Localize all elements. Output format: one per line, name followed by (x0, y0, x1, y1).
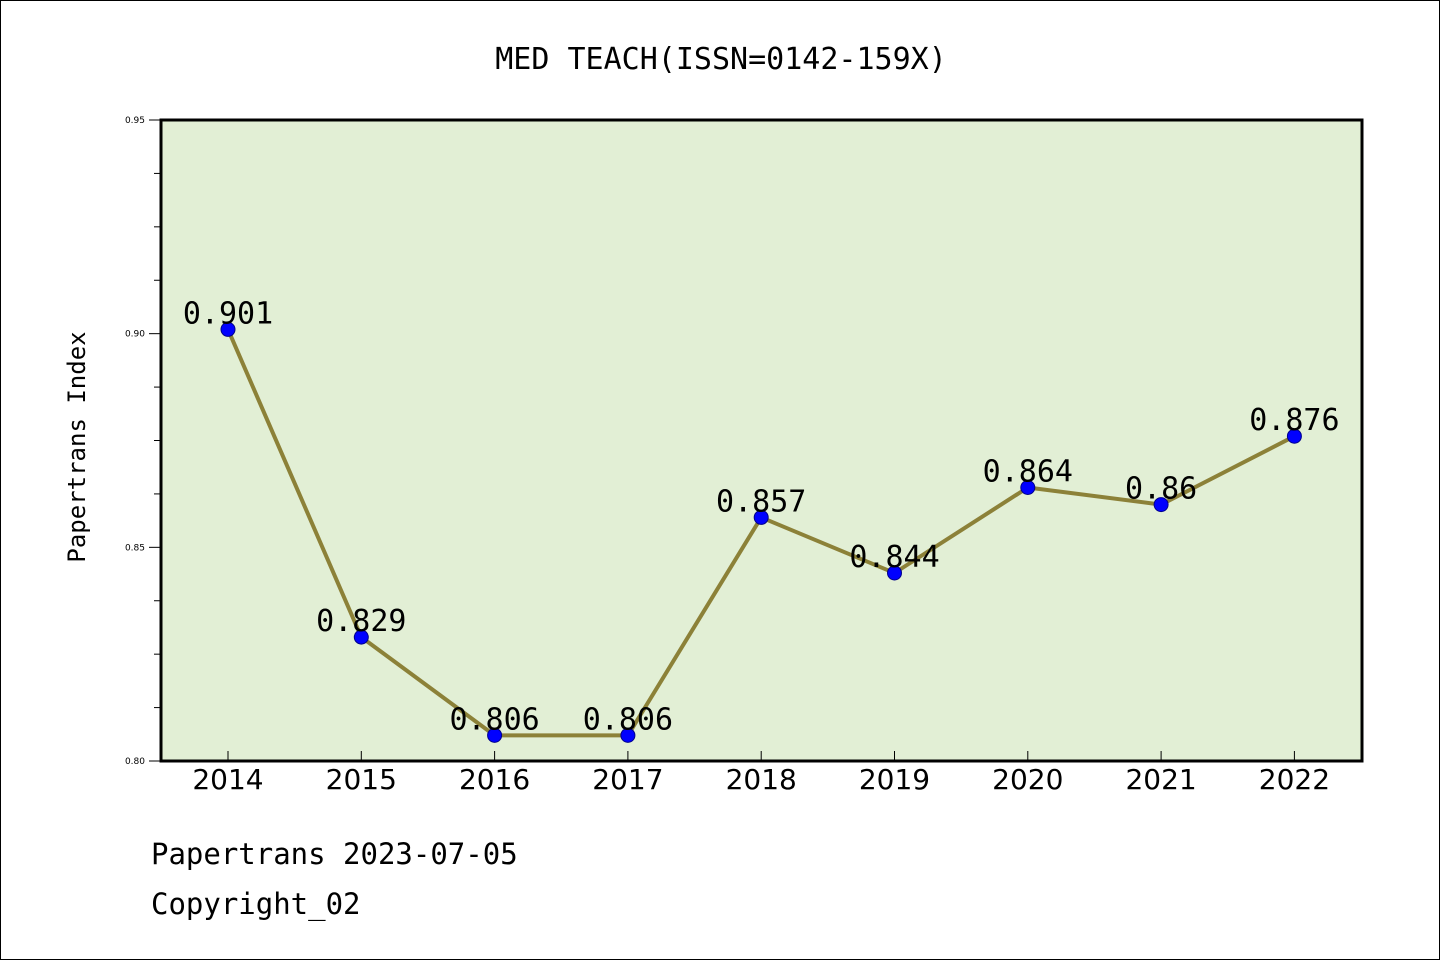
y-tick-label: 0.90 (125, 330, 145, 340)
x-tick-label: 2019 (859, 763, 930, 796)
x-tick-label: 2018 (726, 763, 797, 796)
y-tick-label: 0.95 (125, 116, 145, 126)
series-layer: 0.901 0.829 0.806 0.806 0.857 0.844 0.864 0.86 0… (183, 296, 1340, 743)
data-point (487, 727, 503, 743)
x-tick-label: 2014 (192, 763, 263, 796)
y-axis-ticks: 0.80 0.85 0.90 0.95 (125, 116, 161, 767)
data-point (1153, 497, 1169, 513)
y-tick-label: 0.80 (125, 757, 145, 767)
data-point (887, 565, 902, 581)
data-label: 0.806 (449, 702, 539, 737)
data-point (1020, 480, 1036, 496)
data-label: 0.86 (1125, 472, 1197, 507)
data-label: 0.876 (1249, 403, 1339, 438)
data-label: 0.864 (983, 455, 1073, 490)
x-tick-label: 2015 (326, 763, 397, 796)
x-tick-label: 2022 (1259, 763, 1330, 796)
x-axis-ticks: 2014 2015 2016 2017 2018 2019 2020 2021 2022 (192, 751, 1330, 796)
data-point (620, 727, 636, 743)
data-point (1286, 428, 1302, 444)
data-label: 0.806 (583, 702, 673, 737)
data-point (220, 321, 236, 337)
footer-copyright-text: Copyright_02 (151, 887, 361, 921)
data-label: 0.844 (849, 540, 939, 575)
x-tick-label: 2016 (459, 763, 530, 796)
x-tick-label: 2020 (992, 763, 1063, 796)
plot-area (161, 120, 1362, 761)
data-label: 0.829 (316, 604, 406, 639)
y-axis-label: Papertrans Index (63, 331, 91, 562)
data-label: 0.857 (716, 484, 806, 519)
y-tick-label: 0.85 (125, 543, 145, 553)
data-point (753, 509, 769, 525)
data-label: 0.901 (183, 296, 273, 331)
data-point (353, 629, 369, 645)
footer-date-text: Papertrans 2023-07-05 (151, 837, 518, 871)
chart-title: MED TEACH(ISSN=0142-159X) (495, 42, 947, 77)
plot-border (159, 118, 1364, 763)
x-tick-label: 2017 (592, 763, 663, 796)
x-tick-label: 2021 (1125, 763, 1196, 796)
